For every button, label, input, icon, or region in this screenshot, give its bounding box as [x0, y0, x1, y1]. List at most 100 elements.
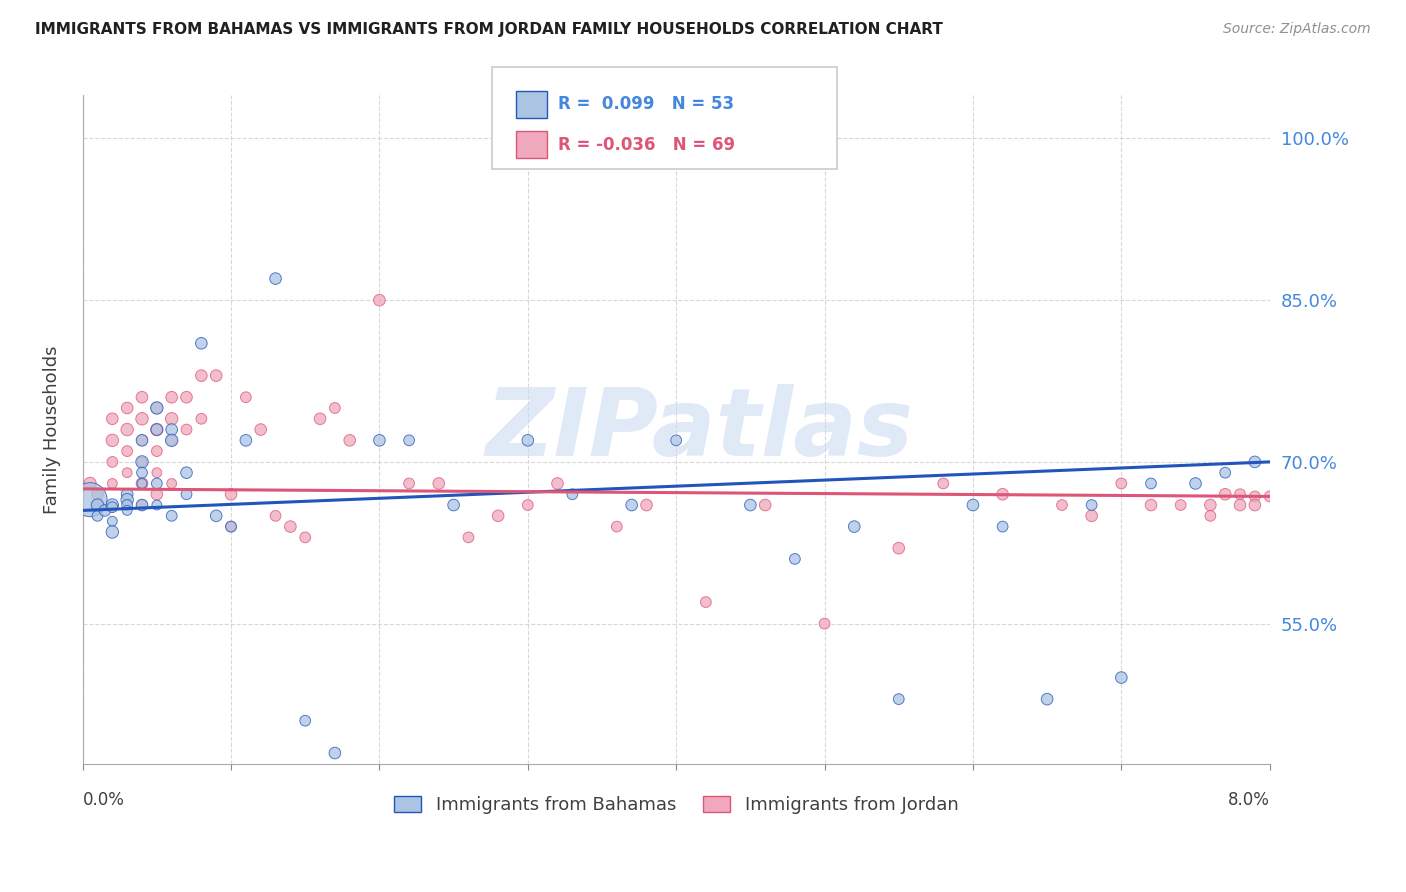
Point — [1244, 455, 1267, 469]
Text: R =  0.099   N = 53: R = 0.099 N = 53 — [558, 95, 734, 113]
Point — [754, 498, 776, 512]
Text: IMMIGRANTS FROM BAHAMAS VS IMMIGRANTS FROM JORDAN FAMILY HOUSEHOLDS CORRELATION : IMMIGRANTS FROM BAHAMAS VS IMMIGRANTS FR… — [35, 22, 943, 37]
Point — [131, 476, 153, 491]
Point — [146, 401, 169, 415]
Point — [131, 390, 153, 404]
Point — [1111, 671, 1133, 685]
Point — [1229, 498, 1251, 512]
Point — [146, 476, 169, 491]
Point — [516, 434, 538, 448]
Point — [115, 466, 138, 480]
Point — [131, 466, 153, 480]
Point — [86, 487, 108, 501]
Point — [190, 411, 212, 425]
Point — [636, 498, 658, 512]
Point — [398, 434, 420, 448]
Point — [146, 444, 169, 458]
Point — [1036, 692, 1059, 706]
Point — [1199, 508, 1222, 523]
Point — [115, 444, 138, 458]
Point — [264, 271, 287, 285]
Point — [176, 487, 198, 501]
Text: 8.0%: 8.0% — [1227, 791, 1270, 809]
Point — [131, 434, 153, 448]
Point — [249, 423, 271, 437]
Point — [146, 423, 169, 437]
Point — [398, 476, 420, 491]
Point — [368, 434, 391, 448]
Point — [323, 746, 346, 760]
Point — [368, 293, 391, 307]
Point — [160, 423, 183, 437]
Point — [546, 476, 568, 491]
Point — [665, 434, 688, 448]
Text: R = -0.036   N = 69: R = -0.036 N = 69 — [558, 136, 735, 153]
Point — [309, 411, 332, 425]
Point — [94, 503, 117, 517]
Point — [1244, 498, 1267, 512]
Point — [101, 524, 124, 539]
Point — [887, 692, 910, 706]
Point — [339, 434, 361, 448]
Point — [1258, 490, 1281, 504]
Point — [486, 508, 509, 523]
Point — [146, 423, 169, 437]
Point — [160, 434, 183, 448]
Point — [146, 487, 169, 501]
Point — [844, 519, 866, 533]
Point — [1111, 476, 1133, 491]
Point — [1229, 487, 1251, 501]
Point — [101, 434, 124, 448]
Point — [887, 541, 910, 556]
Point — [294, 530, 316, 544]
Point — [101, 476, 124, 491]
Point — [131, 498, 153, 512]
Point — [294, 714, 316, 728]
Point — [219, 519, 242, 533]
Point — [813, 616, 835, 631]
Point — [131, 498, 153, 512]
Point — [1213, 487, 1236, 501]
Point — [1170, 498, 1192, 512]
Point — [1080, 508, 1102, 523]
Point — [160, 434, 183, 448]
Point — [264, 508, 287, 523]
Point — [620, 498, 643, 512]
Point — [516, 498, 538, 512]
Point — [131, 455, 153, 469]
Point — [131, 411, 153, 425]
Point — [101, 500, 124, 515]
Point — [457, 530, 479, 544]
Point — [235, 434, 257, 448]
Point — [219, 487, 242, 501]
Point — [205, 508, 228, 523]
Point — [146, 498, 169, 512]
Point — [280, 519, 302, 533]
Point — [79, 492, 101, 507]
Point — [190, 336, 212, 351]
Text: Source: ZipAtlas.com: Source: ZipAtlas.com — [1223, 22, 1371, 37]
Point — [131, 455, 153, 469]
Point — [323, 401, 346, 415]
Point — [695, 595, 717, 609]
Point — [205, 368, 228, 383]
Point — [740, 498, 762, 512]
Point — [101, 411, 124, 425]
Point — [176, 466, 198, 480]
Point — [427, 476, 450, 491]
Point — [86, 498, 108, 512]
Point — [190, 368, 212, 383]
Point — [991, 519, 1014, 533]
Point — [160, 411, 183, 425]
Point — [115, 487, 138, 501]
Point — [606, 519, 628, 533]
Point — [1213, 466, 1236, 480]
Point — [115, 401, 138, 415]
Point — [176, 423, 198, 437]
Point — [561, 487, 583, 501]
Point — [160, 508, 183, 523]
Point — [1140, 498, 1163, 512]
Point — [160, 476, 183, 491]
Point — [1140, 476, 1163, 491]
Point — [146, 401, 169, 415]
